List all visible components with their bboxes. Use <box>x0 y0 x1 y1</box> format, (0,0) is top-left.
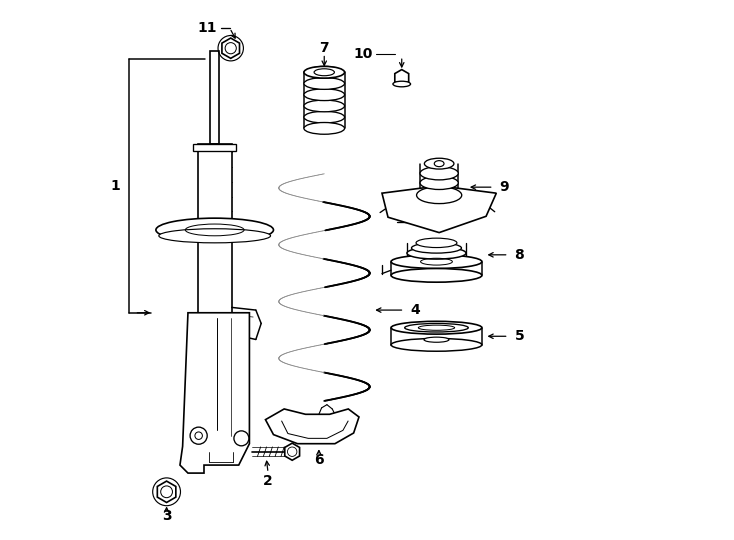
Circle shape <box>190 427 207 444</box>
Ellipse shape <box>307 66 341 78</box>
Text: 1: 1 <box>111 179 120 193</box>
Text: 8: 8 <box>515 248 524 262</box>
Polygon shape <box>193 144 236 151</box>
Ellipse shape <box>435 160 444 167</box>
Polygon shape <box>180 313 250 473</box>
Polygon shape <box>266 409 359 444</box>
Ellipse shape <box>418 325 454 330</box>
Ellipse shape <box>420 176 458 190</box>
Text: 7: 7 <box>319 41 329 55</box>
Ellipse shape <box>417 187 462 204</box>
Text: 5: 5 <box>515 329 524 343</box>
Text: 6: 6 <box>314 453 324 467</box>
Ellipse shape <box>391 255 482 268</box>
Ellipse shape <box>304 100 344 112</box>
Polygon shape <box>395 70 409 86</box>
Ellipse shape <box>391 339 482 351</box>
Ellipse shape <box>404 323 468 332</box>
Polygon shape <box>197 230 232 313</box>
Polygon shape <box>382 186 496 233</box>
Ellipse shape <box>391 321 482 334</box>
Text: 3: 3 <box>161 509 172 523</box>
Text: 10: 10 <box>353 46 372 60</box>
Ellipse shape <box>304 78 344 89</box>
Polygon shape <box>285 443 299 460</box>
Ellipse shape <box>424 158 454 169</box>
Ellipse shape <box>391 268 482 282</box>
Ellipse shape <box>407 247 466 259</box>
Ellipse shape <box>416 238 457 247</box>
Ellipse shape <box>304 123 344 134</box>
Circle shape <box>234 431 249 446</box>
Polygon shape <box>157 481 176 503</box>
Text: 2: 2 <box>264 474 273 488</box>
Text: 4: 4 <box>410 303 420 317</box>
Ellipse shape <box>159 229 271 243</box>
Ellipse shape <box>304 66 344 78</box>
Ellipse shape <box>412 243 462 253</box>
Ellipse shape <box>420 167 458 180</box>
Text: 11: 11 <box>198 21 217 35</box>
Ellipse shape <box>304 111 344 123</box>
Polygon shape <box>197 144 232 225</box>
Ellipse shape <box>424 337 449 342</box>
Ellipse shape <box>156 218 274 242</box>
Ellipse shape <box>393 81 410 87</box>
Ellipse shape <box>304 89 344 100</box>
Circle shape <box>195 432 203 440</box>
Polygon shape <box>222 38 239 58</box>
Text: 9: 9 <box>500 180 509 194</box>
